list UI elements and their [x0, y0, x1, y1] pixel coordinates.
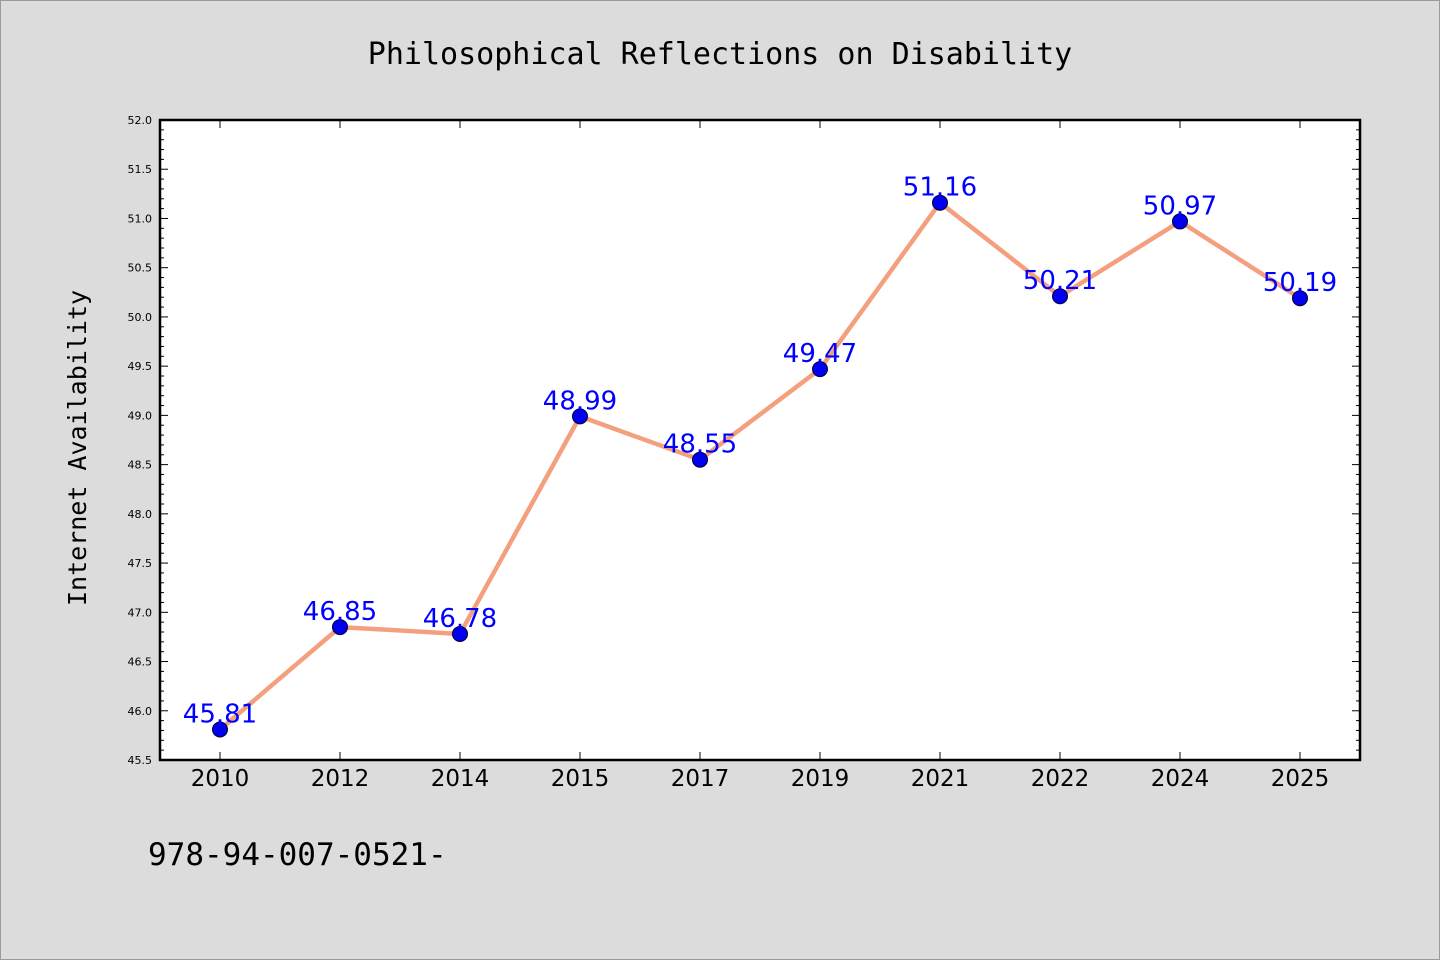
x-tick-label: 2025 [1271, 766, 1330, 792]
y-tick-label: 48.5 [128, 459, 153, 472]
data-label: 46.85 [303, 597, 377, 627]
data-point [812, 361, 828, 378]
y-tick-label: 46.0 [128, 705, 153, 718]
data-point [932, 194, 948, 211]
y-tick-label: 52.0 [128, 114, 153, 127]
y-tick-label: 50.0 [128, 311, 153, 324]
data-label: 51.16 [903, 173, 977, 203]
y-axis-label: Internet Availability [63, 290, 92, 606]
data-label: 48.55 [663, 430, 737, 460]
x-tick-label: 2021 [911, 766, 970, 792]
footer-isbn-text: 978-94-007-0521- [148, 837, 447, 873]
x-tick-label: 2024 [1151, 766, 1210, 792]
data-labels: 45.81 46.85 46.78 48.99 48.55 49.47 51.16 50.21… [183, 173, 1337, 730]
data-point [692, 451, 708, 468]
data-label: 50.21 [1023, 266, 1097, 296]
data-point [1292, 290, 1308, 307]
y-tick-label: 51.5 [128, 163, 153, 176]
data-label: 45.81 [183, 699, 257, 729]
y-axis: 45.5 46.0 46.5 47.0 47.5 48.0 48.5 49.0 49.5 50.0… [128, 114, 1360, 767]
data-point [452, 625, 468, 642]
data-point [1172, 213, 1188, 230]
x-tick-label: 2014 [431, 766, 490, 792]
data-point [332, 619, 348, 636]
y-tick-label: 49.5 [128, 360, 153, 373]
y-tick-label: 45.5 [128, 754, 153, 767]
y-tick-label: 51.0 [128, 212, 153, 225]
series-line-group [217, 200, 1303, 732]
plot-area [158, 118, 1362, 762]
data-points [212, 194, 1308, 738]
y-tick-label: 49.0 [128, 409, 153, 422]
x-tick-label: 2012 [311, 766, 370, 792]
data-point [212, 721, 228, 738]
y-tick-label: 47.0 [128, 606, 153, 619]
x-tick-label: 2022 [1031, 766, 1090, 792]
data-label: 50.97 [1143, 191, 1217, 221]
series-line [217, 200, 1303, 732]
y-tick-label: 48.0 [128, 508, 153, 521]
x-tick-label: 2017 [671, 766, 730, 792]
y-tick-label: 47.5 [128, 557, 153, 570]
x-axis: 2010 2012 2014 2015 2017 2019 2021 2022 2024 2025 [191, 120, 1330, 792]
y-tick-label: 50.5 [128, 262, 153, 275]
data-label: 49.47 [783, 339, 857, 369]
y-tick-label: 46.5 [128, 656, 153, 669]
x-tick-label: 2015 [551, 766, 610, 792]
data-label: 50.19 [1263, 268, 1337, 298]
data-point [1052, 288, 1068, 305]
data-label: 46.78 [423, 604, 497, 634]
x-tick-label: 2010 [191, 766, 250, 792]
data-point [572, 408, 588, 425]
chart-title: Philosophical Reflections on Disability [368, 37, 1072, 72]
data-label: 48.99 [543, 386, 617, 416]
x-tick-label: 2019 [791, 766, 850, 792]
